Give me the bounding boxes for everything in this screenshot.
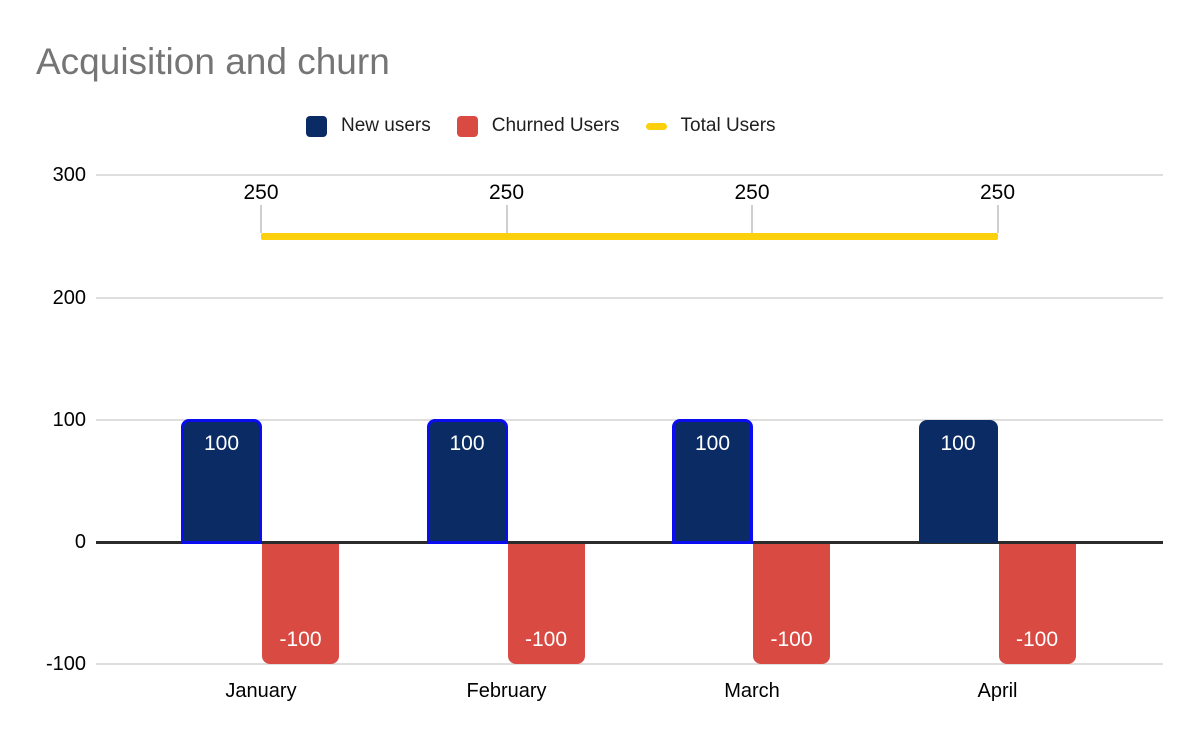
x-axis-zero-line xyxy=(96,540,1163,544)
legend-item-new-users[interactable]: New users xyxy=(306,115,431,137)
line-value-label: 250 xyxy=(979,181,1016,205)
line-value-label: 250 xyxy=(734,181,770,205)
bar-value-label: 100 xyxy=(203,431,240,455)
line-label-leader xyxy=(996,204,999,233)
y-axis-tick-label: 0 xyxy=(74,531,86,553)
legend-swatch-churned-users xyxy=(456,115,478,137)
x-axis-category-label: April xyxy=(977,680,1018,702)
bar-value-label: -100 xyxy=(524,628,568,652)
legend-label-new-users: New users xyxy=(341,115,431,136)
bar-churned-users-january[interactable] xyxy=(262,543,339,665)
legend-swatch-total-users xyxy=(645,122,667,130)
gridline-100 xyxy=(96,418,1163,421)
bar-churned-users-march[interactable] xyxy=(753,543,830,665)
bar-value-label: 100 xyxy=(940,431,976,455)
x-axis-category-label: March xyxy=(724,680,780,702)
legend-item-churned-users[interactable]: Churned Users xyxy=(456,115,620,137)
gridline-200 xyxy=(96,296,1163,299)
bar-new-users-january[interactable] xyxy=(181,418,262,544)
x-axis-category-label: February xyxy=(466,680,547,702)
bar-churned-users-april[interactable] xyxy=(998,543,1076,665)
bar-new-users-march[interactable] xyxy=(672,418,753,544)
gridline-300 xyxy=(96,174,1163,177)
gridline--100 xyxy=(96,663,1163,666)
legend-label-total-users: Total Users xyxy=(680,115,776,136)
bar-value-label: -100 xyxy=(1015,628,1059,652)
bar-value-label: -100 xyxy=(770,628,813,652)
bar-value-label: 100 xyxy=(449,431,485,455)
line-label-leader xyxy=(505,204,508,233)
x-axis-category-label: January xyxy=(225,680,297,702)
line-value-label: 250 xyxy=(488,181,525,205)
legend-swatch-new-users xyxy=(306,115,327,137)
bar-value-label: -100 xyxy=(279,628,322,652)
bar-churned-users-february[interactable] xyxy=(507,543,585,665)
line-label-leader xyxy=(751,204,753,233)
line-label-leader xyxy=(260,204,262,233)
total-users-line[interactable] xyxy=(261,232,998,240)
chart-title: Acquisition and churn xyxy=(36,41,390,82)
bar-value-label: 100 xyxy=(694,431,731,455)
y-axis-tick-label: -100 xyxy=(45,653,86,676)
bar-new-users-february[interactable] xyxy=(426,418,508,544)
legend-label-churned-users: Churned Users xyxy=(491,115,620,136)
chart-legend: New users Churned Users Total Users xyxy=(306,112,776,140)
legend-item-total-users[interactable]: Total Users xyxy=(645,115,776,137)
y-axis-tick-label: 300 xyxy=(52,164,86,187)
line-value-label: 250 xyxy=(243,181,279,205)
bar-new-users-april[interactable] xyxy=(918,419,998,543)
y-axis-tick-label: 100 xyxy=(52,408,86,431)
y-axis-tick-label: 200 xyxy=(52,286,86,309)
